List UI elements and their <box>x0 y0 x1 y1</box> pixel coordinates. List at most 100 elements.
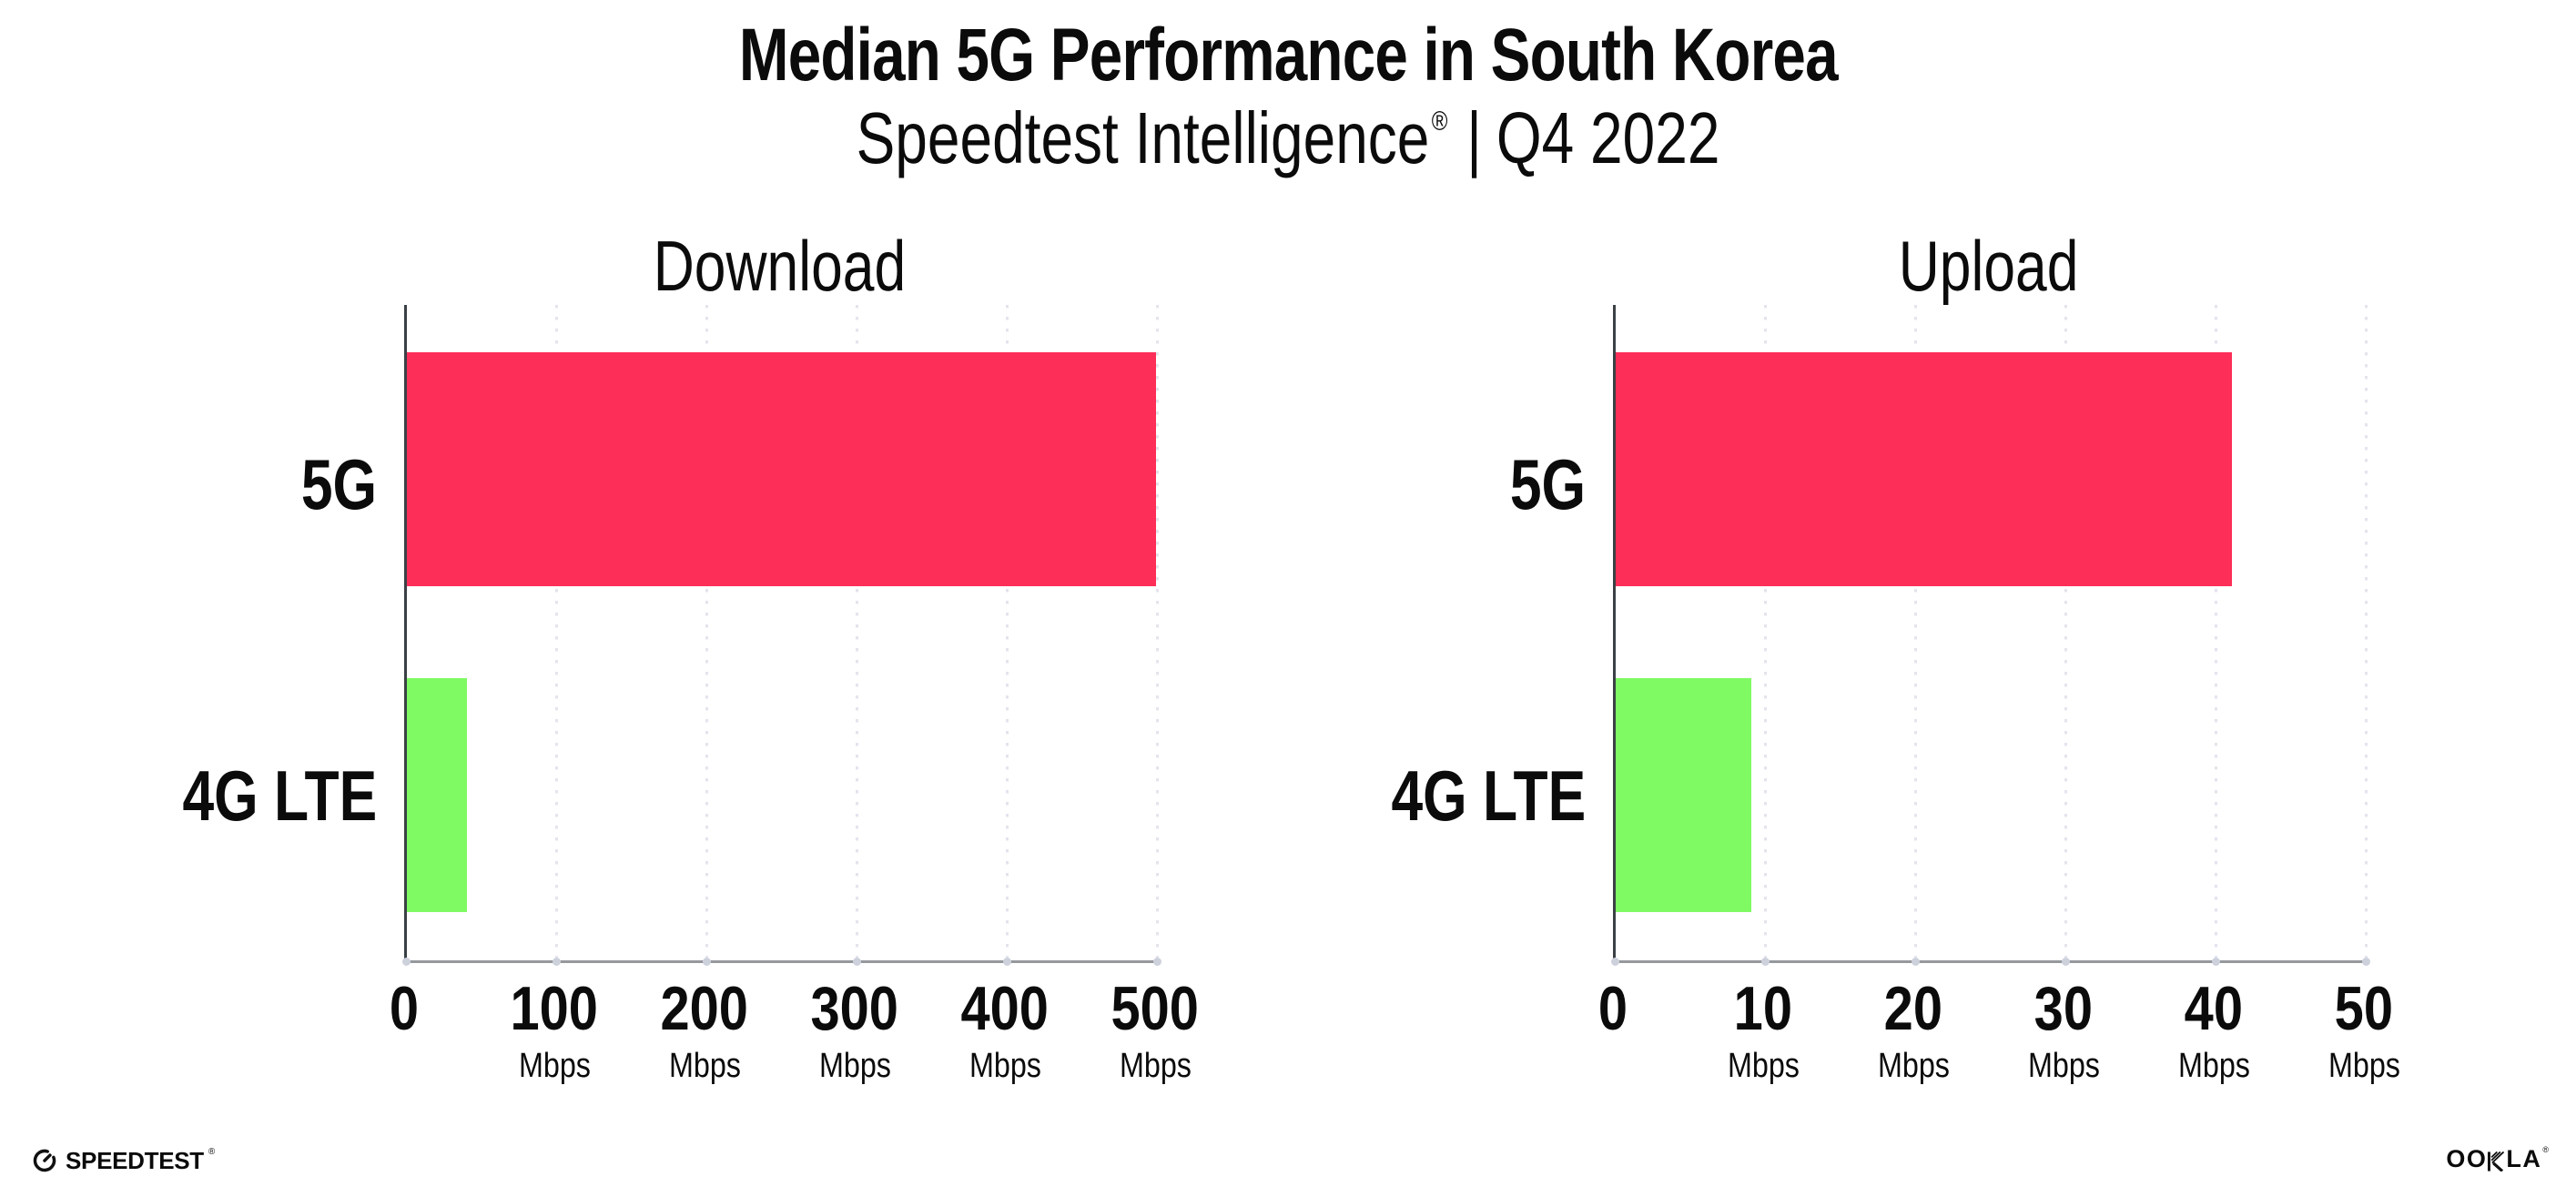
x-tick-value: 50 <box>2264 978 2464 1040</box>
x-tick-unit-text: Mbps <box>2328 1047 2400 1085</box>
bar-4g-lte-upload <box>1616 678 1751 912</box>
axis-tick-dot-download-500 <box>1153 958 1161 966</box>
x-tick-download-300: 300 Mbps <box>755 978 955 1083</box>
upload-plot-area <box>1611 305 2370 966</box>
page-title-text: Median 5G Performance in South Korea <box>738 14 1839 96</box>
bar-5g-download <box>407 352 1157 586</box>
x-tick-download-200: 200 Mbps <box>604 978 805 1083</box>
x-tick-value-text: 400 <box>960 974 1050 1043</box>
chart-title-upload: Upload <box>1716 230 2262 301</box>
x-tick-value: 30 <box>1963 978 2164 1040</box>
gridline-upload-50 <box>2365 305 2368 963</box>
x-tick-upload-20: 20 Mbps <box>1813 978 2013 1083</box>
x-tick-unit-text: Mbps <box>969 1047 1041 1085</box>
axis-tick-dot-upload-10 <box>1761 958 1770 966</box>
x-tick-unit-text: Mbps <box>1119 1047 1192 1085</box>
chart-title-download: Download <box>507 230 1053 301</box>
x-tick-unit-text: Mbps <box>1877 1047 1950 1085</box>
gridline-upload-40 <box>2215 305 2217 963</box>
axis-tick-dot-upload-20 <box>1912 958 1920 966</box>
category-label-text: 4G LTE <box>182 756 377 836</box>
category-label-text: 5G <box>1509 444 1586 524</box>
axis-tick-dot-upload-30 <box>2062 958 2070 966</box>
x-tick-unit-text: Mbps <box>818 1047 891 1085</box>
bar-5g-upload <box>1616 352 2232 586</box>
ookla-k-glyph <box>2488 1151 2505 1172</box>
axis-tick-dot-download-200 <box>703 958 711 966</box>
subtitle-brand: Speedtest Intelligence <box>856 97 1430 178</box>
page-subtitle-text: Speedtest Intelligence® | Q4 2022 <box>857 102 1720 175</box>
x-tick-download-500: 500 Mbps <box>1055 978 1255 1083</box>
category-label-5g-upload: 5G <box>1491 449 1586 520</box>
x-tick-upload-50: 50 Mbps <box>2264 978 2464 1083</box>
x-tick-unit: Mbps <box>905 1049 1105 1083</box>
x-tick-value-text: 40 <box>2184 974 2244 1043</box>
x-tick-value-text: 100 <box>510 974 599 1043</box>
upload-chart: Upload 0 10 Mbps 20 Mbps 30 Mbps 40 Mbps 50 Mbps 5G… <box>1288 0 2576 1197</box>
x-tick-unit: Mbps <box>1055 1049 1255 1083</box>
category-label-text: 5G <box>300 444 377 524</box>
x-tick-value-text: 0 <box>389 974 420 1043</box>
x-tick-unit: Mbps <box>604 1049 805 1083</box>
axis-tick-dot-upload-40 <box>2212 958 2220 966</box>
x-tick-value: 200 <box>604 978 805 1040</box>
x-tick-value-text: 500 <box>1111 974 1200 1043</box>
x-tick-unit-text: Mbps <box>1727 1047 1800 1085</box>
x-tick-value: 0 <box>1513 978 1713 1040</box>
x-tick-value: 400 <box>905 978 1105 1040</box>
page-title: Median 5G Performance in South Korea <box>0 18 2576 93</box>
subtitle-period: Q4 2022 <box>1496 97 1720 178</box>
category-label-4g-lte-download: 4G LTE <box>134 760 377 831</box>
x-tick-upload-10: 10 Mbps <box>1663 978 1863 1083</box>
x-tick-value-text: 200 <box>660 974 749 1043</box>
registered-trademark-mark: ® <box>1431 107 1448 137</box>
speedtest-registered-mark: ® <box>208 1147 216 1157</box>
axis-tick-dot-upload-50 <box>2362 958 2370 966</box>
x-tick-download-100: 100 Mbps <box>454 978 654 1083</box>
x-tick-download-0: 0 <box>304 978 504 1040</box>
axis-tick-dot-download-100 <box>553 958 561 966</box>
axis-tick-dot-download-400 <box>1003 958 1011 966</box>
gridline-download-200 <box>705 305 708 963</box>
x-tick-value-text: 300 <box>810 974 899 1043</box>
x-tick-unit: Mbps <box>1813 1049 2013 1083</box>
chart-title-upload-text: Upload <box>1898 226 2079 306</box>
axis-tick-dot-download-0 <box>402 958 411 966</box>
axis-tick-dot-upload-0 <box>1611 958 1619 966</box>
category-label-5g-download: 5G <box>282 449 377 520</box>
x-tick-upload-30: 30 Mbps <box>1963 978 2164 1083</box>
x-tick-unit-text: Mbps <box>668 1047 741 1085</box>
axis-tick-dot-download-300 <box>853 958 861 966</box>
speedtest-gauge-icon <box>33 1149 56 1172</box>
download-chart: Download 0 100 Mbps 200 Mbps 300 Mbps 400 Mbps 50… <box>134 230 1255 1083</box>
x-tick-value: 100 <box>454 978 654 1040</box>
gridline-download-400 <box>1006 305 1009 963</box>
x-tick-unit: Mbps <box>2114 1049 2314 1083</box>
ookla-logo: OO LA ® <box>2446 1145 2549 1172</box>
x-tick-unit: Mbps <box>454 1049 654 1083</box>
x-tick-value: 40 <box>2114 978 2314 1040</box>
gridline-download-300 <box>856 305 858 963</box>
gridline-download-500 <box>1156 305 1159 963</box>
x-tick-value-text: 50 <box>2334 974 2394 1043</box>
x-tick-unit-text: Mbps <box>2177 1047 2250 1085</box>
category-label-text: 4G LTE <box>1391 756 1586 836</box>
x-tick-value-text: 0 <box>1597 974 1628 1043</box>
x-tick-value: 500 <box>1055 978 1255 1040</box>
x-tick-value-text: 30 <box>2033 974 2094 1043</box>
speedtest-logo: SPEEDTEST ® <box>32 1147 218 1173</box>
x-tick-value: 20 <box>1813 978 2013 1040</box>
x-tick-unit: Mbps <box>1663 1049 1863 1083</box>
page-subtitle: Speedtest Intelligence® | Q4 2022 <box>0 102 2576 175</box>
x-tick-unit: Mbps <box>755 1049 955 1083</box>
ookla-registered-mark: ® <box>2542 1145 2549 1154</box>
subtitle-divider: | <box>1466 97 1482 178</box>
x-tick-unit: Mbps <box>2264 1049 2464 1083</box>
x-tick-value: 10 <box>1663 978 1863 1040</box>
ookla-la: LA <box>2506 1145 2542 1172</box>
x-tick-unit-text: Mbps <box>2027 1047 2100 1085</box>
x-tick-value-text: 10 <box>1733 974 1793 1043</box>
category-label-4g-lte-upload: 4G LTE <box>1343 760 1586 831</box>
download-plot-area <box>402 305 1161 966</box>
x-tick-upload-0: 0 <box>1513 978 1713 1040</box>
